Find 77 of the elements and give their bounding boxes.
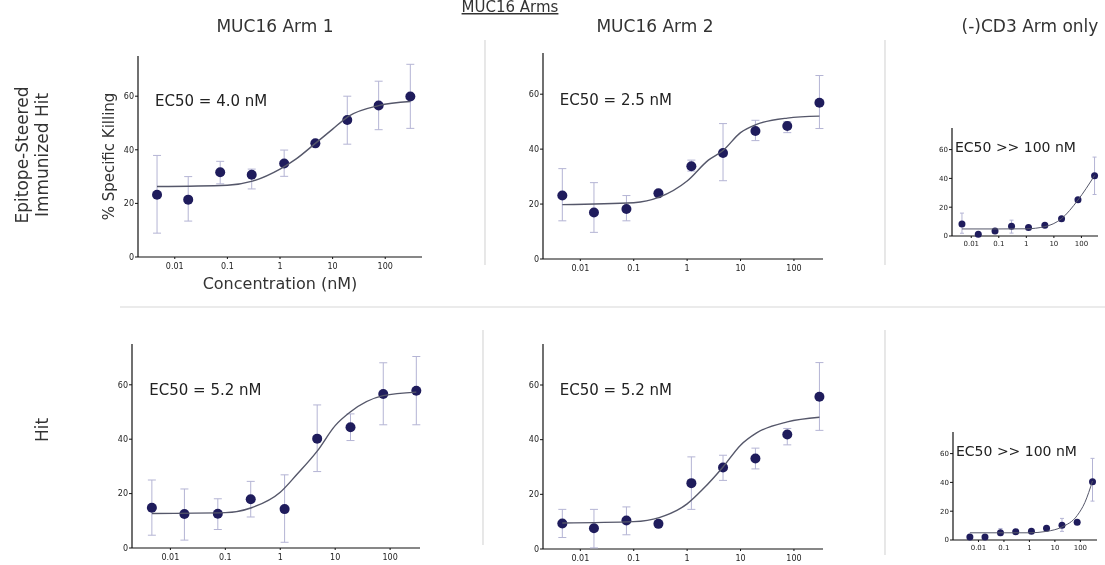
x-axis-title: Concentration (nM): [202, 274, 358, 293]
x-tick-label: 0.1: [218, 553, 232, 562]
x-tick-label: 0.01: [571, 554, 590, 563]
y-tick-label: 40: [528, 144, 539, 154]
y-tick-label: 60: [117, 380, 128, 390]
point: [958, 220, 966, 228]
y-tick-label: 20: [528, 199, 539, 209]
y-tick-label: 20: [123, 199, 134, 209]
y-axis-title: % Specific Killing: [100, 92, 118, 221]
chart-title: MUC16 Arm 2: [596, 16, 714, 36]
y-tick-label: 40: [528, 435, 539, 445]
x-tick-label: 10: [327, 262, 338, 271]
chart-title: MUC16 Arm 1: [216, 16, 334, 36]
x-tick-label: 1: [277, 262, 283, 271]
point: [146, 502, 157, 513]
x-tick-label: 0.01: [161, 553, 180, 562]
x-tick-label: 10: [735, 264, 746, 273]
y-tick-label: 60: [123, 92, 134, 101]
chart-title: (-)CD3 Arm only: [961, 16, 1099, 36]
point: [966, 533, 974, 541]
x-tick-label: 0.1: [627, 554, 641, 563]
annotation: EC50 = 2.5 nM: [559, 90, 673, 109]
y-tick-label: 60: [528, 380, 539, 390]
y-tick-label: 20: [117, 489, 128, 499]
text: Epitope-Steered Immunized Hit: [12, 86, 52, 224]
x-tick-label: 100: [786, 554, 802, 563]
x-tick-label: 100: [786, 264, 802, 273]
x-tick-label: 0.01: [571, 264, 590, 273]
point: [750, 453, 761, 464]
point: [653, 518, 664, 529]
annotation: EC50 = 5.2 nM: [149, 381, 262, 399]
point: [1073, 518, 1081, 526]
point: [814, 97, 825, 108]
y-tick-label: 20: [528, 490, 539, 500]
point: [152, 189, 163, 200]
annotation: EC50 = 4.0 nM: [155, 92, 268, 111]
y-tick-label: 40: [123, 145, 134, 155]
point: [588, 523, 599, 534]
point: [814, 391, 825, 402]
point: [686, 478, 697, 489]
point: [246, 169, 257, 180]
x-tick-label: 0.1: [627, 264, 641, 273]
point: [345, 422, 356, 433]
annotation: EC50 >> 100 nM: [956, 443, 1077, 459]
x-tick-label: 0.01: [165, 262, 184, 271]
x-tick-label: 10: [330, 553, 341, 562]
y-tick-label: 60: [528, 90, 539, 99]
y-tick-label: 0: [128, 252, 134, 262]
y-tick-label: 0: [533, 544, 539, 554]
x-tick-label: 10: [735, 554, 746, 563]
x-tick-label: 1: [277, 553, 283, 562]
y-tick-label: 0: [122, 543, 128, 553]
y-tick-label: 0: [533, 254, 539, 264]
point: [312, 433, 323, 444]
point: [405, 91, 416, 102]
point: [750, 126, 761, 137]
point: [981, 533, 989, 541]
annotation: EC50 = 5.2 nM: [559, 381, 673, 400]
point: [215, 167, 226, 178]
annotation: EC50 >> 100 nM: [955, 139, 1076, 155]
point: [279, 504, 290, 515]
point: [411, 385, 422, 396]
x-tick-label: 100: [382, 553, 398, 562]
point: [183, 194, 194, 205]
point: [557, 190, 568, 201]
x-tick-label: 0.1: [221, 262, 234, 271]
point: [782, 429, 793, 440]
point: [245, 494, 256, 505]
x-tick-label: 1: [684, 264, 690, 273]
text: MUC16 Arms: [461, 0, 559, 16]
y-tick-label: 40: [117, 435, 128, 444]
point: [974, 230, 982, 238]
x-tick-label: 1: [684, 554, 690, 563]
x-tick-label: 100: [377, 262, 393, 271]
text: Hit: [32, 417, 52, 443]
point: [621, 204, 632, 215]
point: [588, 207, 599, 218]
